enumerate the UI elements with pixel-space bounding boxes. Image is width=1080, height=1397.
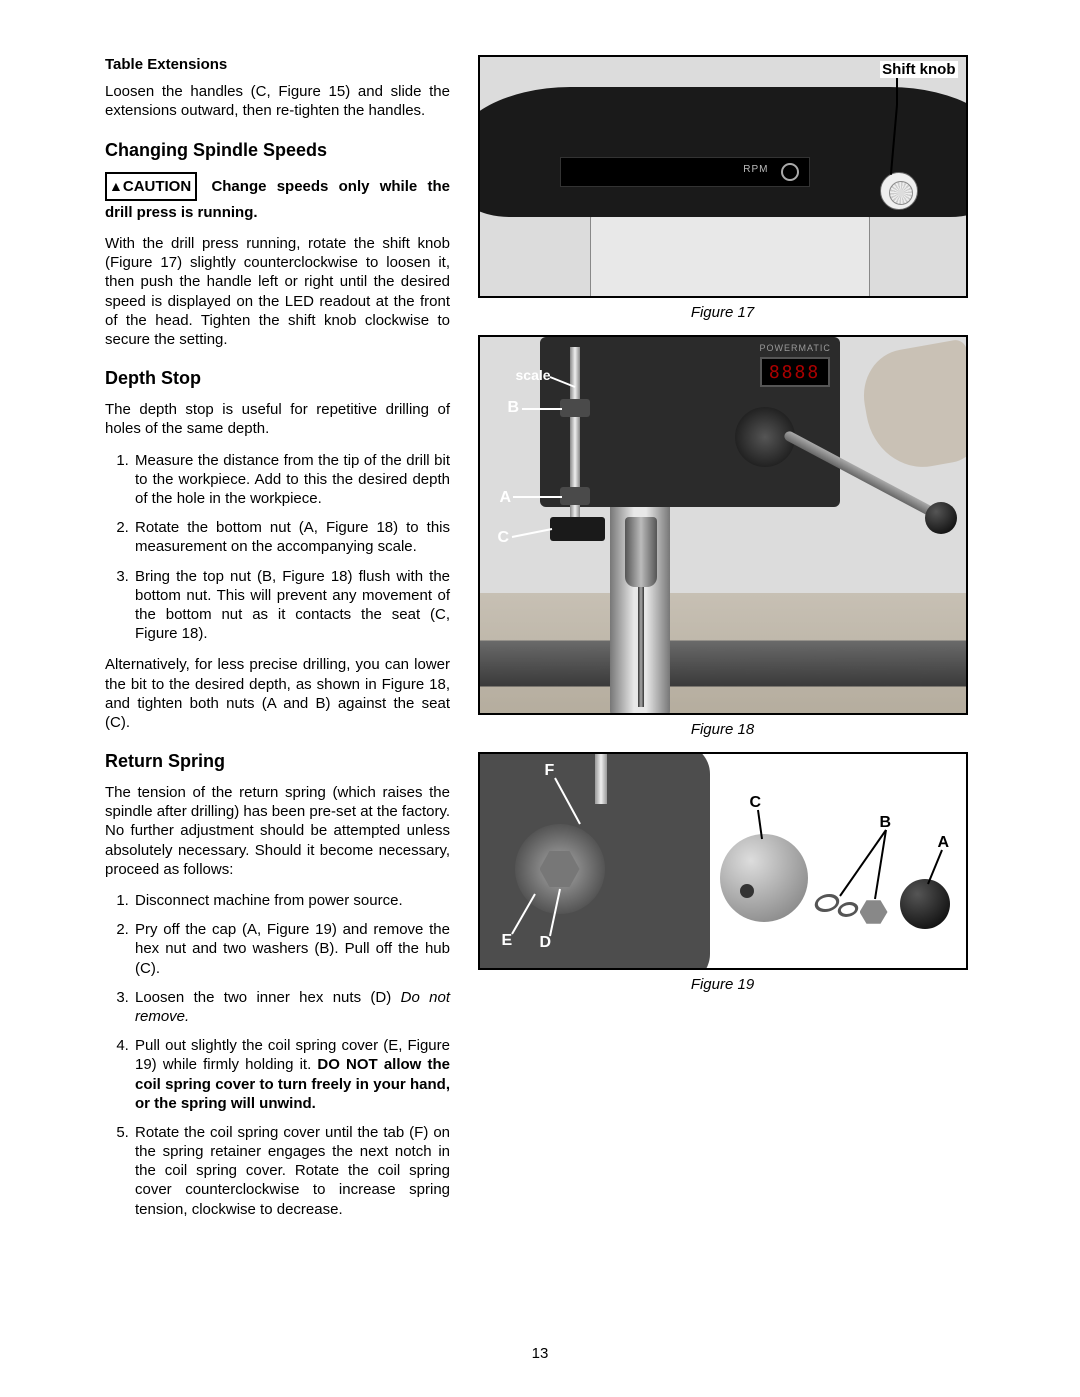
caution-label: CAUTION [123, 178, 191, 195]
fig18-nut-a [560, 487, 590, 505]
left-column: Table Extensions Loosen the handles (C, … [105, 55, 450, 1357]
figure-19-caption: Figure 19 [691, 976, 754, 993]
figure-17: RPM Shift knob [478, 55, 968, 298]
fig17-dial-icon [781, 163, 799, 181]
warning-triangle-icon: ▲ [109, 176, 123, 198]
depth-stop-steps: Measure the distance from the tip of the… [105, 451, 450, 644]
fig19-nut-b [860, 899, 888, 925]
fig17-rpm-plate: RPM [560, 157, 810, 187]
depth-stop-alt: Alternatively, for less precise drilling… [105, 655, 450, 732]
figure-18-caption: Figure 18 [691, 721, 754, 738]
fig18-label-b: B [508, 399, 520, 417]
fig17-leader-line [896, 77, 898, 105]
figure-18: POWERMATIC 8888 scale B A C [478, 335, 968, 715]
fig19-washer-1 [812, 894, 841, 912]
fig17-shift-knob [880, 172, 918, 210]
fig18-chuck [625, 517, 657, 587]
spindle-speed-text: With the drill press running, rotate the… [105, 234, 450, 349]
depth-step-2: Rotate the bottom nut (A, Figure 18) to … [133, 518, 450, 556]
figure-17-caption: Figure 17 [691, 304, 754, 321]
changing-spindle-speeds-heading: Changing Spindle Speeds [105, 139, 450, 162]
depth-step-1: Measure the distance from the tip of the… [133, 451, 450, 509]
page-number: 13 [0, 1345, 1080, 1362]
return-spring-steps: Disconnect machine from power source. Pr… [105, 891, 450, 1219]
fig19-label-d: D [540, 934, 552, 952]
table-extensions-text: Loosen the handles (C, Figure 15) and sl… [105, 82, 450, 120]
return-step-1: Disconnect machine from power source. [133, 891, 450, 910]
fig18-table [478, 641, 968, 687]
fig19-cap-a [900, 879, 950, 929]
depth-step-3: Bring the top nut (B, Figure 18) flush w… [133, 567, 450, 644]
figure-19: F E D C B A [478, 752, 968, 970]
return-step-4: Pull out slightly the coil spring cover … [133, 1036, 450, 1113]
return-step-3a: Loosen the two inner hex nuts (D) [135, 989, 401, 1006]
fig17-shift-knob-label: Shift knob [880, 61, 957, 78]
fig18-seat-c [550, 517, 605, 541]
fig19-rod [595, 752, 607, 804]
fig19-hub-c [720, 834, 808, 922]
depth-stop-heading: Depth Stop [105, 367, 450, 390]
right-column: RPM Shift knob Figure 17 POWERMATIC 8888 [470, 55, 975, 1357]
table-extensions-heading: Table Extensions [105, 55, 450, 74]
depth-stop-intro: The depth stop is useful for repetitive … [105, 400, 450, 438]
fig18-label-c: C [498, 529, 510, 547]
fig19-label-e: E [502, 932, 513, 950]
return-step-3: Loosen the two inner hex nuts (D) Do not… [133, 988, 450, 1026]
return-spring-heading: Return Spring [105, 750, 450, 773]
return-step-5: Rotate the coil spring cover until the t… [133, 1123, 450, 1219]
fig18-led-value: 8888 [762, 359, 828, 387]
caution-paragraph: ▲CAUTION Change speeds only while the dr… [105, 172, 450, 225]
fig18-nut-b [560, 399, 590, 417]
caution-box: ▲CAUTION [105, 172, 197, 201]
return-step-2: Pry off the cap (A, Figure 19) and remov… [133, 920, 450, 978]
fig18-hand [856, 338, 968, 475]
fig18-brand: POWERMATIC [760, 343, 831, 353]
fig18-handle-ball [925, 502, 957, 534]
fig18-led-readout: 8888 [760, 357, 830, 387]
fig17-base [590, 212, 870, 298]
fig17-rpm-text: RPM [743, 164, 768, 175]
fig19-washer-2 [835, 902, 859, 917]
return-spring-intro: The tension of the return spring (which … [105, 783, 450, 879]
fig19-label-a: A [938, 834, 950, 852]
fig18-drill-bit [638, 587, 644, 707]
fig19-label-b: B [880, 814, 892, 832]
fig18-label-scale: scale [516, 367, 551, 383]
fig18-label-a: A [500, 489, 512, 507]
fig19-label-f: F [545, 762, 555, 780]
fig19-label-c: C [750, 794, 762, 812]
